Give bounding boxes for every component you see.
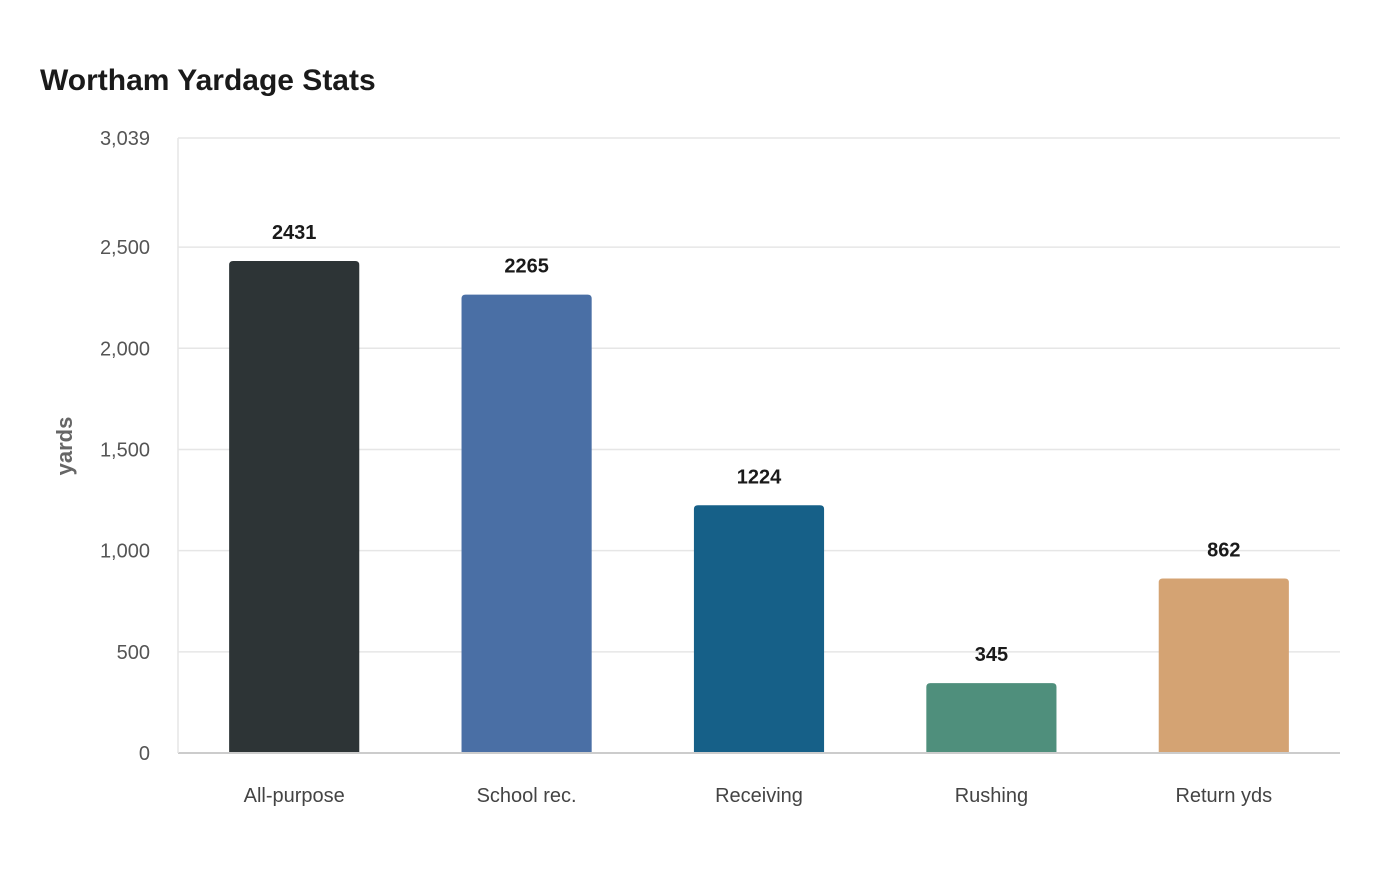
value-labels: 2431 2265 1224 345 862 (272, 222, 1241, 666)
y-tick-label: 3,039 (100, 128, 150, 150)
chart-title: Wortham Yardage Stats (40, 64, 376, 97)
bar-all-purpose (229, 261, 360, 753)
y-tick-label: 0 (139, 743, 150, 765)
bar-return-yds (1158, 578, 1289, 753)
data-label: 345 (975, 644, 1008, 666)
bars (229, 261, 1289, 753)
data-label: 2431 (272, 222, 317, 244)
gridlines (178, 137, 1340, 653)
x-tick-label: School rec. (477, 785, 577, 807)
bar-rushing (926, 683, 1057, 753)
y-tick-label: 500 (117, 642, 150, 664)
x-tick-label: Receiving (715, 785, 803, 807)
y-tick-label: 1,000 (100, 541, 150, 563)
y-axis-ticks: 0 500 1,000 1,500 2,000 2,500 3,039 (100, 128, 150, 765)
x-axis-ticks: All-purpose School rec. Receiving Rushing Re… (244, 785, 1273, 807)
bar-receiving (693, 505, 825, 753)
bar-school-rec (461, 294, 592, 753)
data-label: 2265 (504, 256, 549, 278)
y-tick-label: 2,000 (100, 338, 150, 360)
x-tick-label: All-purpose (244, 785, 345, 807)
y-tick-label: 1,500 (100, 439, 150, 461)
x-tick-label: Rushing (955, 785, 1028, 807)
data-label: 862 (1207, 540, 1240, 562)
y-axis-label: yards (52, 417, 77, 476)
y-tick-label: 2,500 (100, 237, 150, 259)
x-tick-label: Return yds (1175, 785, 1272, 807)
data-label: 1224 (737, 466, 782, 488)
